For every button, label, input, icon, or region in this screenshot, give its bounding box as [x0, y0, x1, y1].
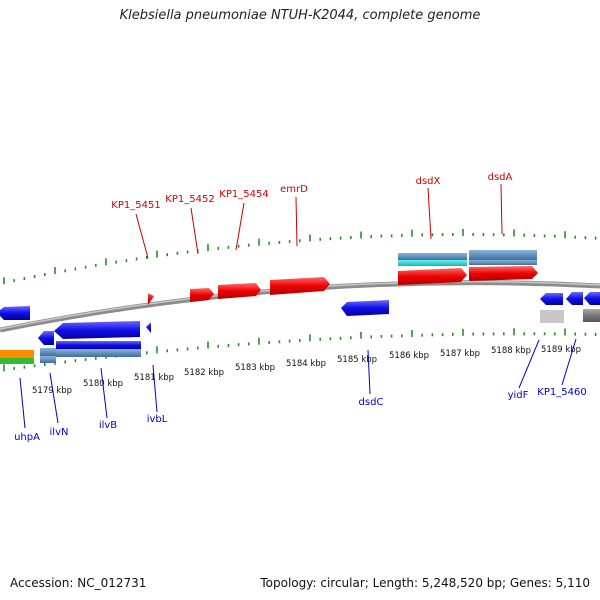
- cds-bar[interactable]: [540, 310, 564, 323]
- lower-leader-lines: [19, 338, 577, 429]
- gene-label[interactable]: KP1_5460: [537, 387, 586, 398]
- scale-label: 5182 kbp: [184, 368, 224, 378]
- gene-ivbL[interactable]: [146, 322, 151, 333]
- forward-strand-genes: [148, 266, 538, 305]
- scale-label: 5186 kbp: [389, 351, 429, 361]
- gene-uhpA[interactable]: [0, 306, 30, 320]
- cds-bar[interactable]: [0, 358, 34, 364]
- leader-line: [100, 367, 108, 419]
- gene-bar[interactable]: [469, 260, 537, 265]
- gene-right-edge[interactable]: [584, 292, 600, 305]
- scale-label: 5189 kbp: [541, 345, 581, 355]
- leader-line: [235, 202, 245, 251]
- leader-line: [561, 338, 577, 386]
- upper-leader-lines: [135, 183, 503, 259]
- cds-bar[interactable]: [0, 350, 34, 358]
- gene-label[interactable]: emrD: [280, 184, 308, 195]
- gene-dsdC[interactable]: [341, 300, 389, 316]
- leader-line: [518, 339, 540, 389]
- gene-label[interactable]: yidF: [508, 390, 529, 401]
- gene-bar[interactable]: [398, 260, 467, 266]
- scale-label: 5184 kbp: [286, 359, 326, 369]
- gene-label[interactable]: dsdA: [488, 172, 513, 183]
- gene-label[interactable]: ilvB: [99, 420, 117, 431]
- reverse-strand-genes: [0, 292, 600, 345]
- cds-bar[interactable]: [469, 250, 537, 260]
- upper-gene-labels: KP1_5451 KP1_5452 KP1_5454 emrD dsdX dsd…: [111, 172, 512, 211]
- gene-label[interactable]: uhpA: [14, 432, 40, 443]
- gene-emrD[interactable]: [270, 277, 330, 295]
- leader-line: [135, 213, 149, 259]
- leader-line: [190, 207, 199, 255]
- annotation-track-upper: [398, 250, 537, 266]
- cds-bar[interactable]: [40, 348, 56, 356]
- scale-label: 5183 kbp: [235, 363, 275, 373]
- gene-dsdX[interactable]: [398, 268, 467, 285]
- leader-line: [152, 364, 158, 413]
- gene-label[interactable]: KP1_5451: [111, 200, 160, 211]
- annotation-track-lower: [0, 309, 600, 364]
- gene-KP1_5460[interactable]: [566, 292, 583, 305]
- gene-KP1_5454[interactable]: [218, 283, 261, 299]
- gene-ilvN[interactable]: [38, 331, 54, 345]
- gene-label[interactable]: KP1_5452: [165, 194, 214, 205]
- gene-KP1_5452[interactable]: [190, 288, 214, 302]
- cds-bar[interactable]: [398, 253, 467, 260]
- leader-line: [367, 349, 371, 395]
- cds-bar[interactable]: [583, 309, 600, 322]
- scale-label: 5188 kbp: [491, 346, 531, 356]
- genome-title: Klebsiella pneumoniae NTUH-K2044, comple…: [119, 8, 481, 23]
- leader-line: [500, 183, 503, 235]
- leader-line: [295, 196, 298, 247]
- gene-label[interactable]: KP1_5454: [219, 189, 268, 200]
- cds-bar[interactable]: [56, 341, 141, 349]
- leader-line: [19, 377, 26, 429]
- scale-label: 5179 kbp: [32, 386, 72, 396]
- scale-label: 5185 kbp: [337, 355, 377, 365]
- leader-line: [49, 372, 59, 424]
- genome-summary-text: Topology: circular; Length: 5,248,520 bp…: [260, 576, 590, 590]
- lower-gene-labels: uhpA ilvN ilvB ivbL dsdC yidF KP1_5460: [14, 387, 587, 443]
- gene-label[interactable]: dsdC: [359, 397, 384, 408]
- gene-label[interactable]: dsdX: [416, 176, 441, 187]
- scale-label: 5187 kbp: [440, 349, 480, 359]
- gene-label[interactable]: ivbL: [147, 414, 168, 425]
- accession-text: Accession: NC_012731: [10, 576, 147, 590]
- gene-KP1_5451[interactable]: [148, 293, 154, 305]
- cds-bar[interactable]: [56, 349, 141, 357]
- gene-dsdA[interactable]: [469, 266, 538, 281]
- gene-label[interactable]: ilvN: [50, 427, 69, 438]
- gene-ilvB[interactable]: [54, 321, 140, 339]
- gene-yidF[interactable]: [540, 293, 563, 305]
- cds-bar[interactable]: [40, 356, 56, 363]
- leader-line: [427, 187, 432, 240]
